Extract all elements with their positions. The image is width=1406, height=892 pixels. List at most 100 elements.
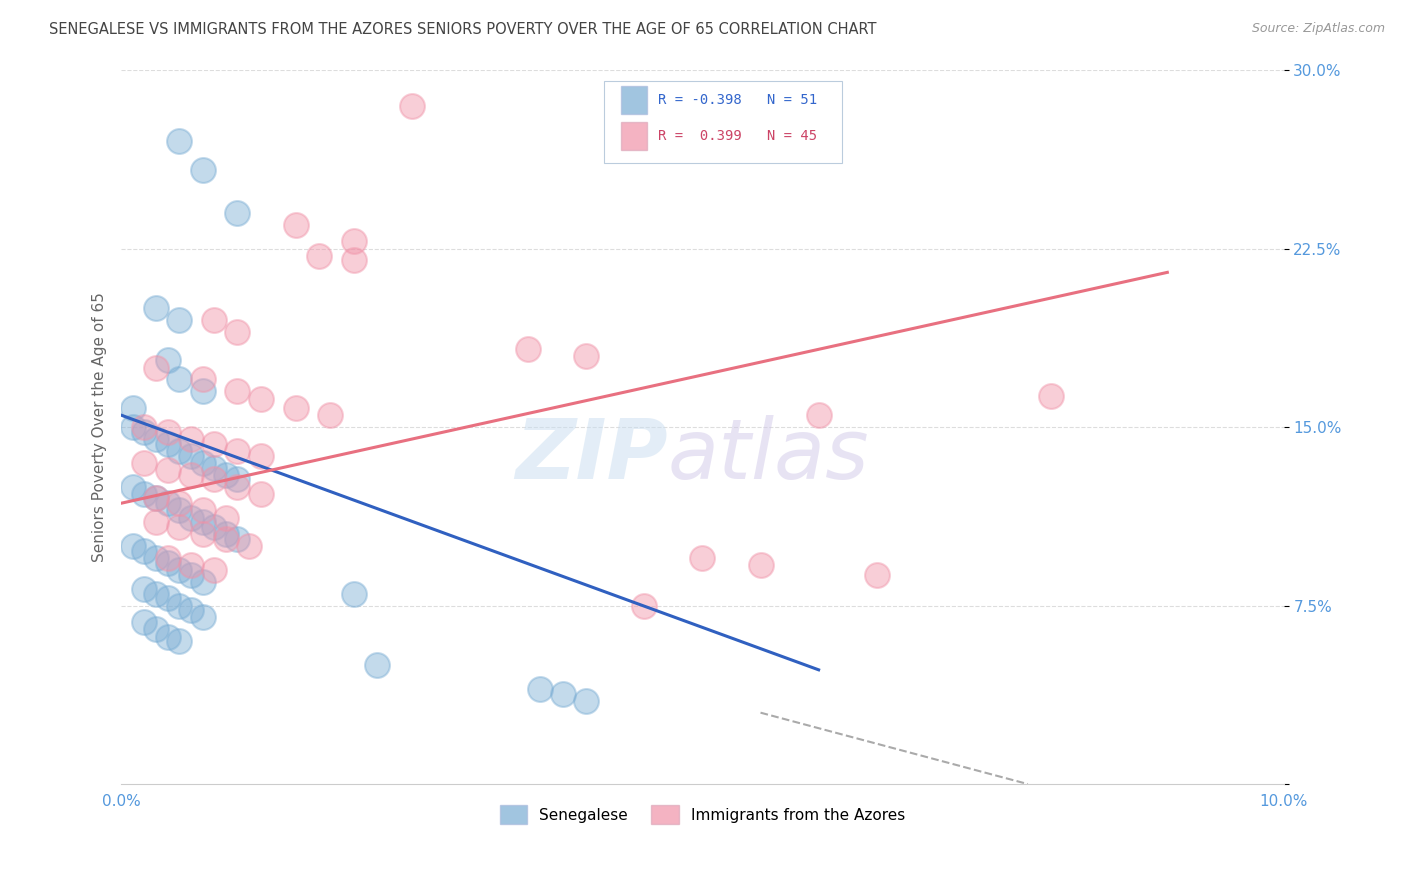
Point: [366, 658, 388, 673]
Point: [401, 99, 423, 113]
Point: [156, 496, 179, 510]
Point: [238, 539, 260, 553]
Point: [529, 681, 551, 696]
Text: atlas: atlas: [668, 415, 869, 496]
Point: [156, 425, 179, 439]
Point: [145, 551, 167, 566]
Point: [308, 249, 330, 263]
Point: [191, 515, 214, 529]
Point: [145, 623, 167, 637]
Point: [134, 486, 156, 500]
Point: [180, 432, 202, 446]
Point: [145, 515, 167, 529]
FancyBboxPatch shape: [621, 86, 647, 114]
Point: [180, 567, 202, 582]
Point: [215, 527, 238, 541]
Point: [249, 392, 271, 406]
Point: [807, 408, 830, 422]
Point: [169, 563, 191, 577]
Point: [319, 408, 342, 422]
Point: [156, 353, 179, 368]
Point: [191, 384, 214, 399]
Point: [226, 384, 249, 399]
Point: [134, 456, 156, 470]
Point: [551, 687, 574, 701]
Point: [121, 401, 143, 415]
Point: [169, 599, 191, 613]
Point: [191, 574, 214, 589]
Point: [749, 558, 772, 573]
Point: [191, 456, 214, 470]
Point: [226, 325, 249, 339]
Point: [202, 520, 225, 534]
Point: [156, 463, 179, 477]
Point: [145, 491, 167, 506]
Point: [134, 420, 156, 434]
Point: [191, 610, 214, 624]
Point: [226, 472, 249, 486]
Point: [134, 582, 156, 596]
Point: [180, 603, 202, 617]
Point: [145, 360, 167, 375]
Text: Source: ZipAtlas.com: Source: ZipAtlas.com: [1251, 22, 1385, 36]
Point: [191, 503, 214, 517]
Point: [575, 349, 598, 363]
Point: [202, 472, 225, 486]
Point: [202, 436, 225, 450]
Point: [169, 520, 191, 534]
Point: [202, 313, 225, 327]
Point: [169, 496, 191, 510]
Point: [169, 503, 191, 517]
Point: [284, 218, 307, 232]
Point: [156, 630, 179, 644]
Point: [215, 467, 238, 482]
Point: [202, 460, 225, 475]
Point: [180, 467, 202, 482]
Point: [169, 135, 191, 149]
Point: [156, 436, 179, 450]
Point: [226, 479, 249, 493]
Point: [145, 432, 167, 446]
Point: [215, 532, 238, 546]
Point: [1040, 389, 1063, 403]
FancyBboxPatch shape: [603, 81, 842, 163]
FancyBboxPatch shape: [621, 121, 647, 151]
Point: [145, 301, 167, 315]
Point: [226, 532, 249, 546]
Point: [343, 253, 366, 268]
Point: [575, 694, 598, 708]
Point: [284, 401, 307, 415]
Point: [145, 587, 167, 601]
Legend: Senegalese, Immigrants from the Azores: Senegalese, Immigrants from the Azores: [494, 799, 911, 830]
Text: R =  0.399   N = 45: R = 0.399 N = 45: [658, 129, 817, 143]
Point: [343, 587, 366, 601]
Point: [121, 539, 143, 553]
Point: [180, 558, 202, 573]
Point: [145, 491, 167, 506]
Point: [180, 510, 202, 524]
Point: [866, 567, 889, 582]
Point: [343, 235, 366, 249]
Point: [169, 372, 191, 386]
Y-axis label: Seniors Poverty Over the Age of 65: Seniors Poverty Over the Age of 65: [93, 292, 107, 562]
Text: SENEGALESE VS IMMIGRANTS FROM THE AZORES SENIORS POVERTY OVER THE AGE OF 65 CORR: SENEGALESE VS IMMIGRANTS FROM THE AZORES…: [49, 22, 877, 37]
Point: [517, 342, 540, 356]
Point: [169, 313, 191, 327]
Text: ZIP: ZIP: [515, 415, 668, 496]
Point: [191, 372, 214, 386]
Point: [692, 551, 714, 566]
Point: [202, 563, 225, 577]
Point: [121, 420, 143, 434]
Point: [156, 551, 179, 566]
Point: [134, 615, 156, 630]
Point: [156, 556, 179, 570]
Point: [180, 449, 202, 463]
Point: [215, 510, 238, 524]
Point: [249, 486, 271, 500]
Point: [633, 599, 655, 613]
Point: [134, 544, 156, 558]
Text: R = -0.398   N = 51: R = -0.398 N = 51: [658, 93, 817, 107]
Point: [134, 425, 156, 439]
Point: [226, 206, 249, 220]
Point: [121, 479, 143, 493]
